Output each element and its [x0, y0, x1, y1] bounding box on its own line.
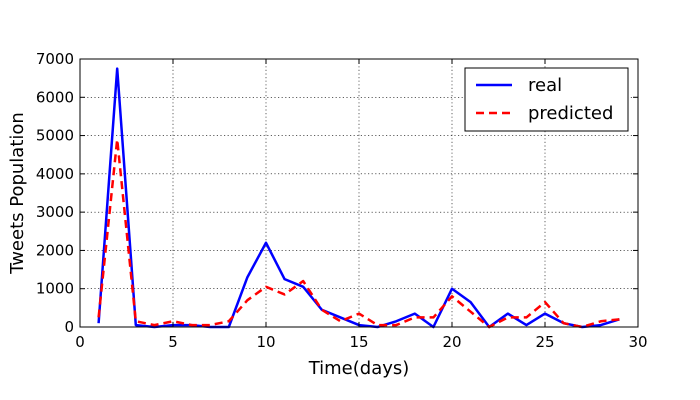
y-tick-label: 1000	[36, 280, 74, 298]
series-line-predicted	[97, 138, 620, 329]
legend-label-real: real	[528, 75, 562, 96]
y-tick-label: 4000	[36, 165, 74, 183]
legend-label-predicted: predicted	[528, 103, 613, 124]
ticks: 0 5 10 15 20 25 30 0 1000 2000 3000 4000 5000 6000 700…	[36, 50, 648, 351]
legend: real predicted	[464, 67, 629, 132]
legend-box	[464, 67, 629, 132]
y-tick-label: 7000	[36, 50, 74, 68]
y-tick-label: 6000	[36, 88, 74, 106]
x-tick-label: 10	[256, 333, 275, 351]
y-tick-label: 0	[64, 318, 74, 336]
x-tick-label: 20	[442, 333, 461, 351]
y-axis-label: Tweets Population	[7, 112, 28, 275]
x-axis-label: Time(days)	[308, 358, 410, 379]
y-tick-label: 3000	[36, 203, 74, 221]
x-tick-label: 0	[75, 333, 85, 351]
x-tick-label: 15	[349, 333, 368, 351]
x-tick-label: 25	[535, 333, 554, 351]
x-tick-label: 5	[168, 333, 178, 351]
y-tick-label: 5000	[36, 127, 74, 145]
x-tick-label: 30	[628, 333, 647, 351]
y-tick-label: 2000	[36, 241, 74, 259]
